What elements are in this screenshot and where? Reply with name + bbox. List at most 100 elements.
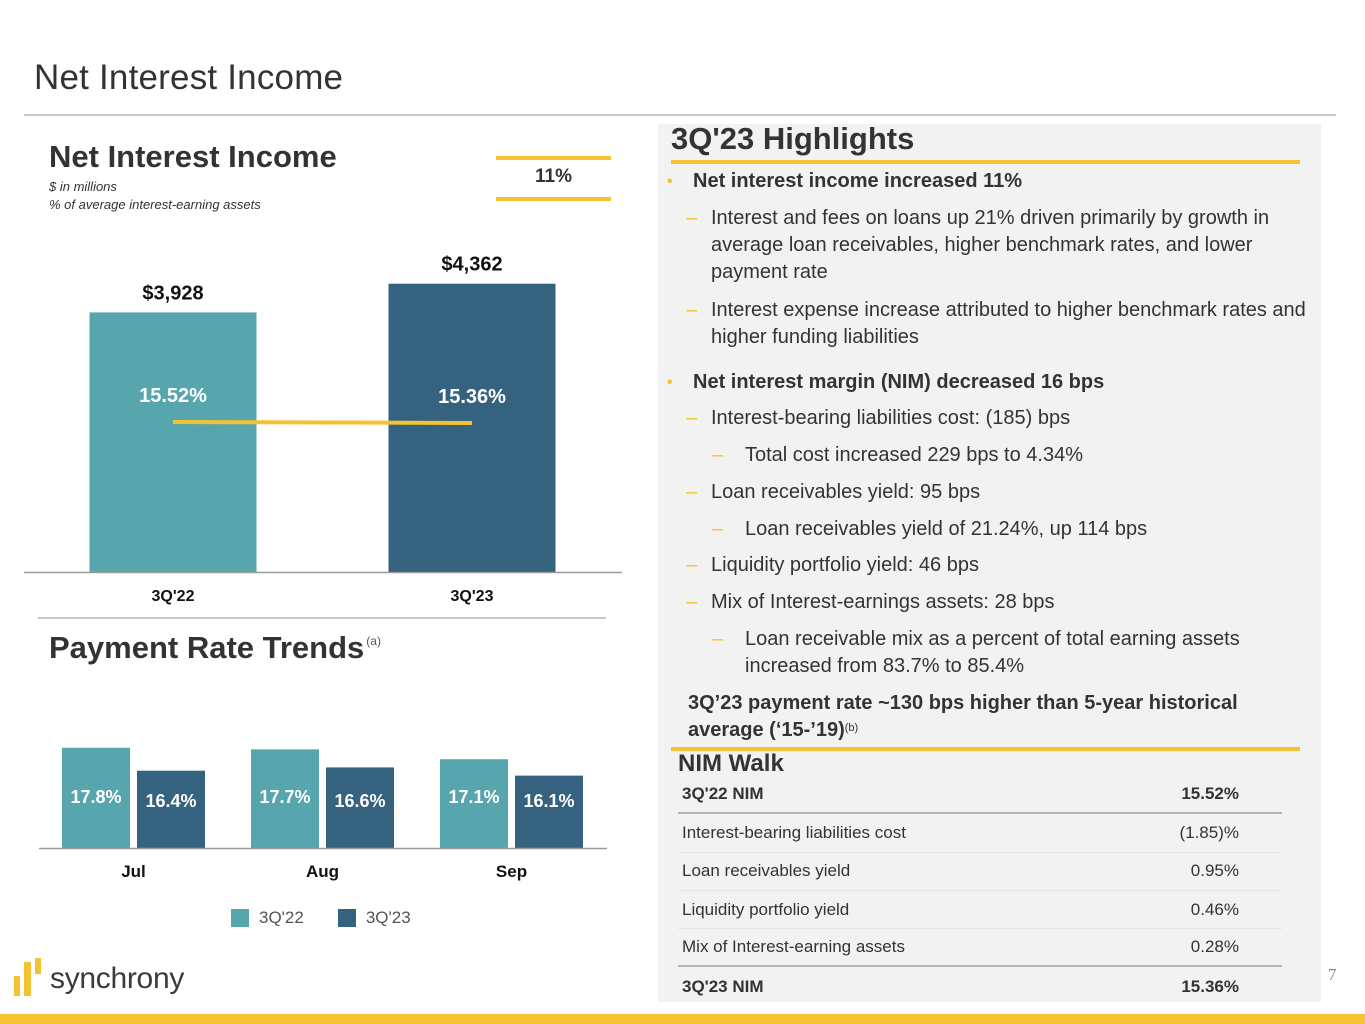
growth-rule-bottom <box>496 197 611 201</box>
highlight-item-level2: – Interest expense increase attributed to… <box>686 297 1321 351</box>
payment-rate-footnote: (a) <box>366 634 381 648</box>
callout-rule <box>671 747 1300 751</box>
highlight-item-level1: • Net interest margin (NIM) decreased 16 … <box>667 369 1105 396</box>
nii-bar-0 <box>89 312 257 572</box>
payment-rate-bar <box>326 767 394 848</box>
payment-rate-bar-chart: 17.8% 16.4% Jul 17.7% 16.6% Aug 17.1% 16.1% Sep <box>39 747 607 881</box>
highlight-text: Loan receivables yield: 95 bps <box>711 481 981 503</box>
payment-rate-bar <box>515 775 583 848</box>
nim-walk-row: 3Q'23 NIM 15.36% <box>678 967 1282 1005</box>
highlight-text: Net interest income increased 11% <box>693 170 1023 192</box>
growth-rule-top <box>496 156 611 160</box>
growth-callout: 11% <box>496 156 611 201</box>
bottom-accent-bar <box>0 1014 1365 1024</box>
payment-rate-callout: 3Q’23 payment rate ~130 bps higher than … <box>688 690 1288 744</box>
nim-walk-label: Mix of Interest-earning assets <box>682 937 905 957</box>
nim-percent-label: 15.52% <box>139 385 207 407</box>
payment-rate-bar <box>251 749 319 848</box>
legend-swatch-3q22 <box>231 909 249 927</box>
nim-walk-label: Interest-bearing liabilities cost <box>682 822 906 842</box>
nii-percent-note: % of average interest-earning assets <box>49 197 261 212</box>
bullet-dot-icon: • <box>667 173 673 190</box>
bullet-dash-icon: – <box>712 518 724 540</box>
nim-walk-label: Liquidity portfolio yield <box>682 899 850 919</box>
payment-rate-bar <box>62 747 130 848</box>
payment-rate-x-tick-label: Sep <box>496 862 527 881</box>
highlight-item-level3: – Loan receivable mix as a percent of tot… <box>712 626 1315 680</box>
highlight-text: Loan receivable mix as a percent of tota… <box>745 628 1240 677</box>
highlights-title: 3Q'23 Highlights <box>671 121 915 156</box>
nii-x-tick-label: 3Q'22 <box>152 588 195 605</box>
payment-rate-bar-label: 16.4% <box>145 791 196 811</box>
nii-bar-1 <box>388 283 556 572</box>
nim-walk-value: 15.36% <box>1181 976 1239 996</box>
nim-walk-title: NIM Walk <box>678 750 784 777</box>
nim-walk-value: 0.28% <box>1190 937 1239 957</box>
payment-rate-bar-label: 16.1% <box>523 791 574 811</box>
synchrony-logo-icon <box>14 958 44 996</box>
bullet-dash-icon: – <box>686 554 698 576</box>
bullet-dot-icon: • <box>667 374 673 391</box>
legend-item-3q23: 3Q'23 <box>337 908 411 928</box>
nim-walk-row: 3Q'22 NIM 15.52% <box>678 776 1282 815</box>
payment-rate-title-text: Payment Rate Trends <box>49 630 365 665</box>
callout-footnote: (b) <box>844 722 859 734</box>
highlight-item-level1: • Net interest income increased 11% <box>667 168 1023 195</box>
title-divider <box>24 114 1336 116</box>
payment-rate-bar-label: 17.7% <box>259 787 310 807</box>
legend-swatch-3q23 <box>337 909 356 927</box>
nim-walk-row: Loan receivables yield 0.95% <box>678 853 1282 891</box>
nim-walk-label: 3Q'23 NIM <box>682 976 764 996</box>
nim-percent-label: 15.36% <box>438 386 506 408</box>
nim-walk-value: (1.85)% <box>1179 822 1239 842</box>
highlight-text: Liquidity portfolio yield: 46 bps <box>711 554 979 576</box>
bullet-dash-icon: – <box>686 481 698 503</box>
nim-walk-label: 3Q'22 NIM <box>682 784 764 804</box>
payment-rate-bar-label: 16.6% <box>334 791 385 811</box>
payment-rate-title: Payment Rate Trends (a) <box>49 630 381 666</box>
nim-walk-row: Liquidity portfolio yield 0.46% <box>678 891 1282 930</box>
nii-x-tick-label: 3Q'23 <box>451 588 494 605</box>
nim-walk-value: 0.46% <box>1190 899 1239 919</box>
payment-rate-callout-text: 3Q’23 payment rate ~130 bps higher than … <box>688 692 1238 741</box>
nim-walk-label: Loan receivables yield <box>682 861 851 881</box>
page-number: 7 <box>1328 965 1337 984</box>
highlight-text: Interest-bearing liabilities cost: (185)… <box>711 407 1071 429</box>
bullet-dash-icon: – <box>712 444 724 466</box>
nim-walk-row: Mix of Interest-earning assets 0.28% <box>678 929 1282 968</box>
payment-rate-bar-label: 17.1% <box>448 787 499 807</box>
highlight-item-level2: – Mix of Interest-earnings assets: 28 bps <box>686 589 1321 616</box>
payment-rate-x-tick-label: Aug <box>306 862 339 881</box>
payment-rate-bar <box>137 770 205 848</box>
nii-bar-chart: $3,928 15.52% 3Q'22 $4,362 15.36% 3Q'23 <box>24 254 622 605</box>
nii-bar-value-label: $4,362 <box>441 254 502 276</box>
highlights-rule <box>671 160 1300 164</box>
highlight-text: Interest and fees on loans up 21% driven… <box>711 207 1270 283</box>
nim-walk-value: 0.95% <box>1190 861 1239 881</box>
highlight-item-level2: – Liquidity portfolio yield: 46 bps <box>686 552 1321 579</box>
highlight-text: Total cost increased 229 bps to 4.34% <box>745 444 1083 466</box>
nim-walk-row: Interest-bearing liabilities cost (1.85)% <box>678 814 1282 853</box>
legend-item-3q22: 3Q'22 <box>231 908 304 928</box>
nii-units-note: $ in millions <box>49 179 117 194</box>
highlight-text: Net interest margin (NIM) decreased 16 b… <box>693 371 1105 393</box>
highlight-text: Loan receivables yield of 21.24%, up 114… <box>745 518 1148 540</box>
payment-rate-bar-label: 17.8% <box>70 787 121 807</box>
highlight-text: Interest expense increase attributed to … <box>711 299 1306 348</box>
bullet-dash-icon: – <box>712 628 724 650</box>
nim-walk-table: 3Q'22 NIM 15.52% Interest-bearing liabilit… <box>678 776 1282 1006</box>
payment-rate-legend: 3Q'22 3Q'23 <box>231 908 445 928</box>
bullet-dash-icon: – <box>686 407 698 429</box>
highlight-item-level3: – Loan receivables yield of 21.24%, up 11… <box>712 516 1315 543</box>
legend-label-3q22: 3Q'22 <box>259 908 304 927</box>
nii-chart-title: Net Interest Income <box>49 139 337 174</box>
legend-label-3q23: 3Q'23 <box>365 908 411 927</box>
bullet-dash-icon: – <box>686 207 698 229</box>
payment-rate-x-tick-label: Jul <box>121 862 146 881</box>
payment-rate-bar <box>440 759 508 848</box>
nim-walk-value: 15.52% <box>1181 784 1239 804</box>
section-divider <box>38 617 606 619</box>
highlight-item-level3: – Total cost increased 229 bps to 4.34% <box>712 442 1315 469</box>
nii-bar-value-label: $3,928 <box>142 282 203 304</box>
highlight-item-level2: – Loan receivables yield: 95 bps <box>686 479 1321 506</box>
